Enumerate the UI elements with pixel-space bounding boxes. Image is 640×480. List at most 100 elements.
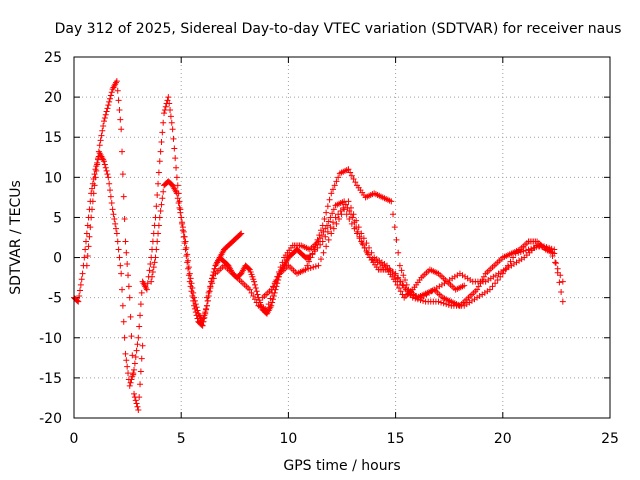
data-point: [101, 118, 108, 125]
data-point: [76, 293, 83, 300]
data-point: [402, 277, 409, 284]
data-point: [328, 190, 335, 197]
data-point: [305, 265, 312, 272]
data-point: [160, 188, 167, 195]
data-point: [85, 243, 92, 250]
data-point: [360, 235, 367, 242]
data-point: [205, 289, 212, 296]
data-point: [180, 228, 187, 235]
data-point: [125, 283, 132, 290]
data-point: [305, 258, 312, 265]
data-point: [352, 179, 359, 186]
data-point: [127, 313, 134, 320]
data-point: [268, 286, 275, 293]
data-point: [144, 280, 151, 287]
data-point: [128, 333, 135, 340]
data-point: [149, 268, 156, 275]
data-point: [395, 249, 402, 256]
data-point: [307, 264, 314, 271]
data-point: [445, 301, 452, 308]
data-point: [146, 267, 153, 274]
data-point: [251, 278, 258, 285]
data-point: [78, 276, 85, 283]
data-point: [348, 220, 355, 227]
data-point: [391, 224, 398, 231]
data-point: [87, 224, 94, 231]
data-point: [325, 218, 332, 225]
data-point: [277, 264, 284, 271]
data-point: [99, 127, 106, 134]
data-point: [395, 274, 402, 281]
data-point: [137, 312, 144, 319]
data-point: [275, 273, 282, 280]
data-point: [504, 262, 511, 269]
data-point: [108, 89, 115, 96]
data-point: [319, 222, 326, 229]
data-point: [522, 247, 529, 254]
y-tick-label: -20: [39, 411, 62, 427]
data-point: [89, 198, 96, 205]
data-point: [314, 244, 321, 251]
data-point: [159, 129, 166, 136]
data-point: [88, 214, 95, 221]
data-point: [110, 211, 117, 218]
data-point: [348, 204, 355, 211]
data-point: [328, 230, 335, 237]
data-point: [103, 167, 110, 174]
data-point: [551, 246, 558, 253]
data-point: [302, 266, 309, 273]
data-point: [130, 371, 137, 378]
x-tick-label: 0: [70, 431, 79, 447]
data-point: [322, 225, 329, 232]
data-point: [528, 245, 535, 252]
data-point: [174, 182, 181, 189]
data-point: [165, 94, 172, 101]
data-point: [394, 281, 401, 288]
data-point: [250, 293, 257, 300]
data-point: [348, 172, 355, 179]
data-point: [84, 252, 91, 259]
data-point: [119, 148, 126, 155]
data-point: [554, 265, 561, 272]
data-point: [480, 273, 487, 280]
data-point: [177, 209, 184, 216]
data-point: [158, 139, 165, 146]
data-point: [153, 246, 160, 253]
y-tick-label: 20: [44, 90, 62, 106]
data-point: [119, 302, 126, 309]
data-point: [159, 195, 166, 202]
data-point: [388, 198, 395, 205]
data-point: [131, 390, 138, 397]
data-point: [321, 216, 328, 223]
data-point: [390, 211, 397, 218]
data-point: [269, 283, 276, 290]
data-point: [324, 228, 331, 235]
series-track-7: [306, 198, 558, 309]
data-point: [204, 297, 211, 304]
data-point: [132, 354, 139, 361]
data-point: [184, 251, 191, 258]
data-point: [155, 222, 162, 229]
data-point: [253, 288, 260, 295]
data-point: [557, 272, 564, 279]
data-point: [325, 236, 332, 243]
data-point: [126, 382, 133, 389]
data-point: [345, 166, 352, 173]
data-point: [499, 270, 506, 277]
data-point: [105, 102, 112, 109]
data-point: [520, 248, 527, 255]
data-point: [103, 108, 110, 115]
data-point: [559, 298, 566, 305]
data-point: [350, 211, 357, 218]
data-point: [333, 178, 340, 185]
data-point: [124, 363, 131, 370]
data-point: [199, 318, 206, 325]
data-point: [131, 366, 138, 373]
data-point: [155, 230, 162, 237]
data-point: [153, 203, 160, 210]
data-point: [188, 280, 195, 287]
data-point: [409, 294, 416, 301]
data-point: [398, 267, 405, 274]
data-point: [131, 360, 138, 367]
